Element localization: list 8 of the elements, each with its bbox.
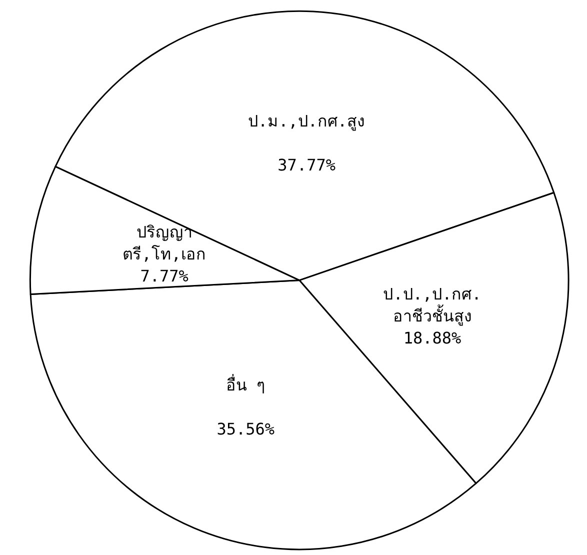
data-label: 18.88% (403, 328, 462, 348)
data-label: 37.77% (278, 155, 336, 174)
data-label: 7.77% (140, 266, 189, 286)
data-label: 35.56% (216, 419, 275, 438)
slice-label: ป.ป.,ป.กศ. อาชีวชั้นสูง (383, 284, 482, 326)
slice-label: ปริญญา ตรี,โท,เอก (122, 222, 206, 264)
slice-label: อื่น ๆ (226, 373, 266, 394)
slice-label: ป.ม.,ป.กศ.สูง (248, 111, 366, 132)
